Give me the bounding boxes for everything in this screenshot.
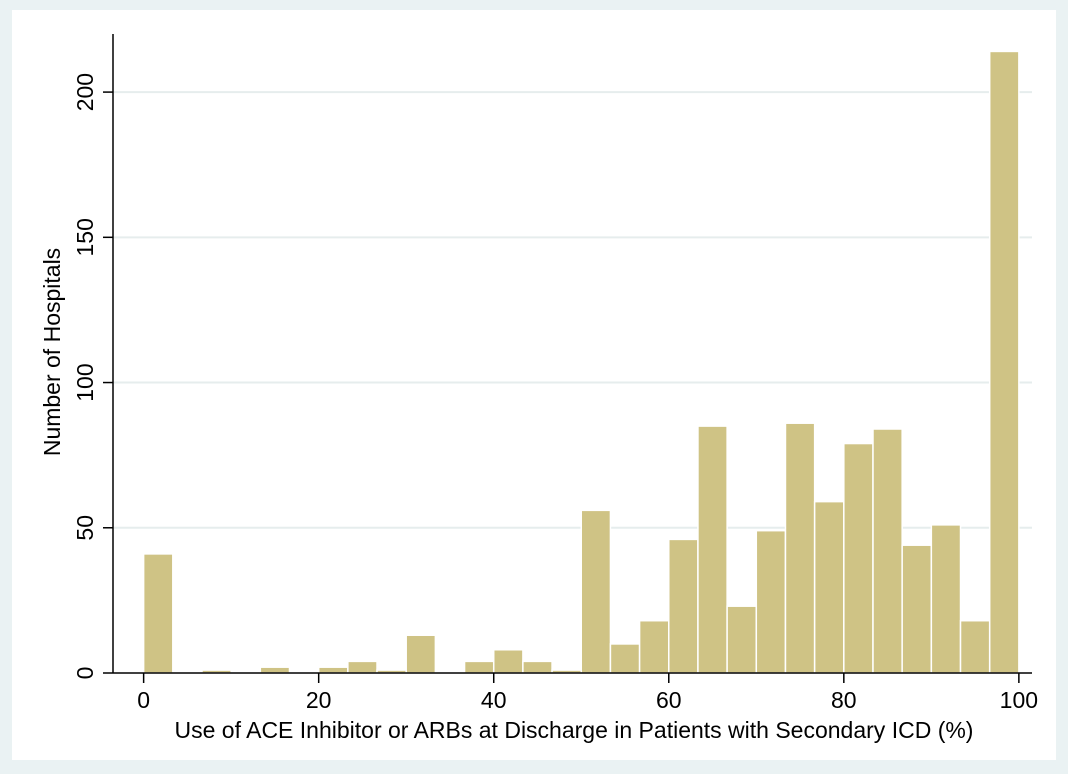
histogram-bar xyxy=(317,666,349,674)
histogram-bar xyxy=(988,50,1020,674)
histogram-bar xyxy=(492,649,524,674)
histogram-bar xyxy=(347,660,378,674)
histogram-bar xyxy=(784,422,816,674)
x-tick-label: 0 xyxy=(137,687,150,713)
axes: 0 50 100 150 200 0 20 40 60 80 100 xyxy=(72,34,1038,713)
histogram-bar xyxy=(697,425,728,674)
histogram-bar xyxy=(259,666,291,674)
histogram-bar xyxy=(580,509,612,674)
histogram-bar xyxy=(930,524,962,674)
histogram-bar xyxy=(959,619,991,674)
x-tick-label: 80 xyxy=(831,687,857,713)
histogram-bar xyxy=(522,660,553,674)
x-axis-label: Use of ACE Inhibitor or ARBs at Discharg… xyxy=(175,717,974,743)
bars xyxy=(142,50,1020,674)
histogram-bar xyxy=(405,634,437,674)
y-tick-label: 150 xyxy=(72,218,98,256)
y-axis-label: Number of Hospitals xyxy=(39,248,65,456)
x-tick-label: 40 xyxy=(481,687,507,713)
y-tick-label: 100 xyxy=(72,363,98,401)
histogram-bar xyxy=(755,529,787,674)
histogram-bar xyxy=(638,619,670,674)
y-tick-label: 0 xyxy=(72,667,98,680)
histogram-bar xyxy=(463,660,495,674)
histogram-bar xyxy=(813,500,845,674)
y-tick-label: 200 xyxy=(72,73,98,111)
histogram-bar xyxy=(901,544,933,674)
x-tick-label: 100 xyxy=(1000,687,1038,713)
y-tick-label: 50 xyxy=(72,515,98,541)
histogram-bar xyxy=(726,605,758,674)
histogram-bar xyxy=(872,428,903,674)
histogram-bar xyxy=(843,442,874,674)
histogram-bar xyxy=(609,643,641,674)
x-tick-label: 60 xyxy=(656,687,682,713)
histogram-bar xyxy=(142,553,174,674)
histogram-bar xyxy=(668,538,699,674)
x-tick-label: 20 xyxy=(306,687,332,713)
